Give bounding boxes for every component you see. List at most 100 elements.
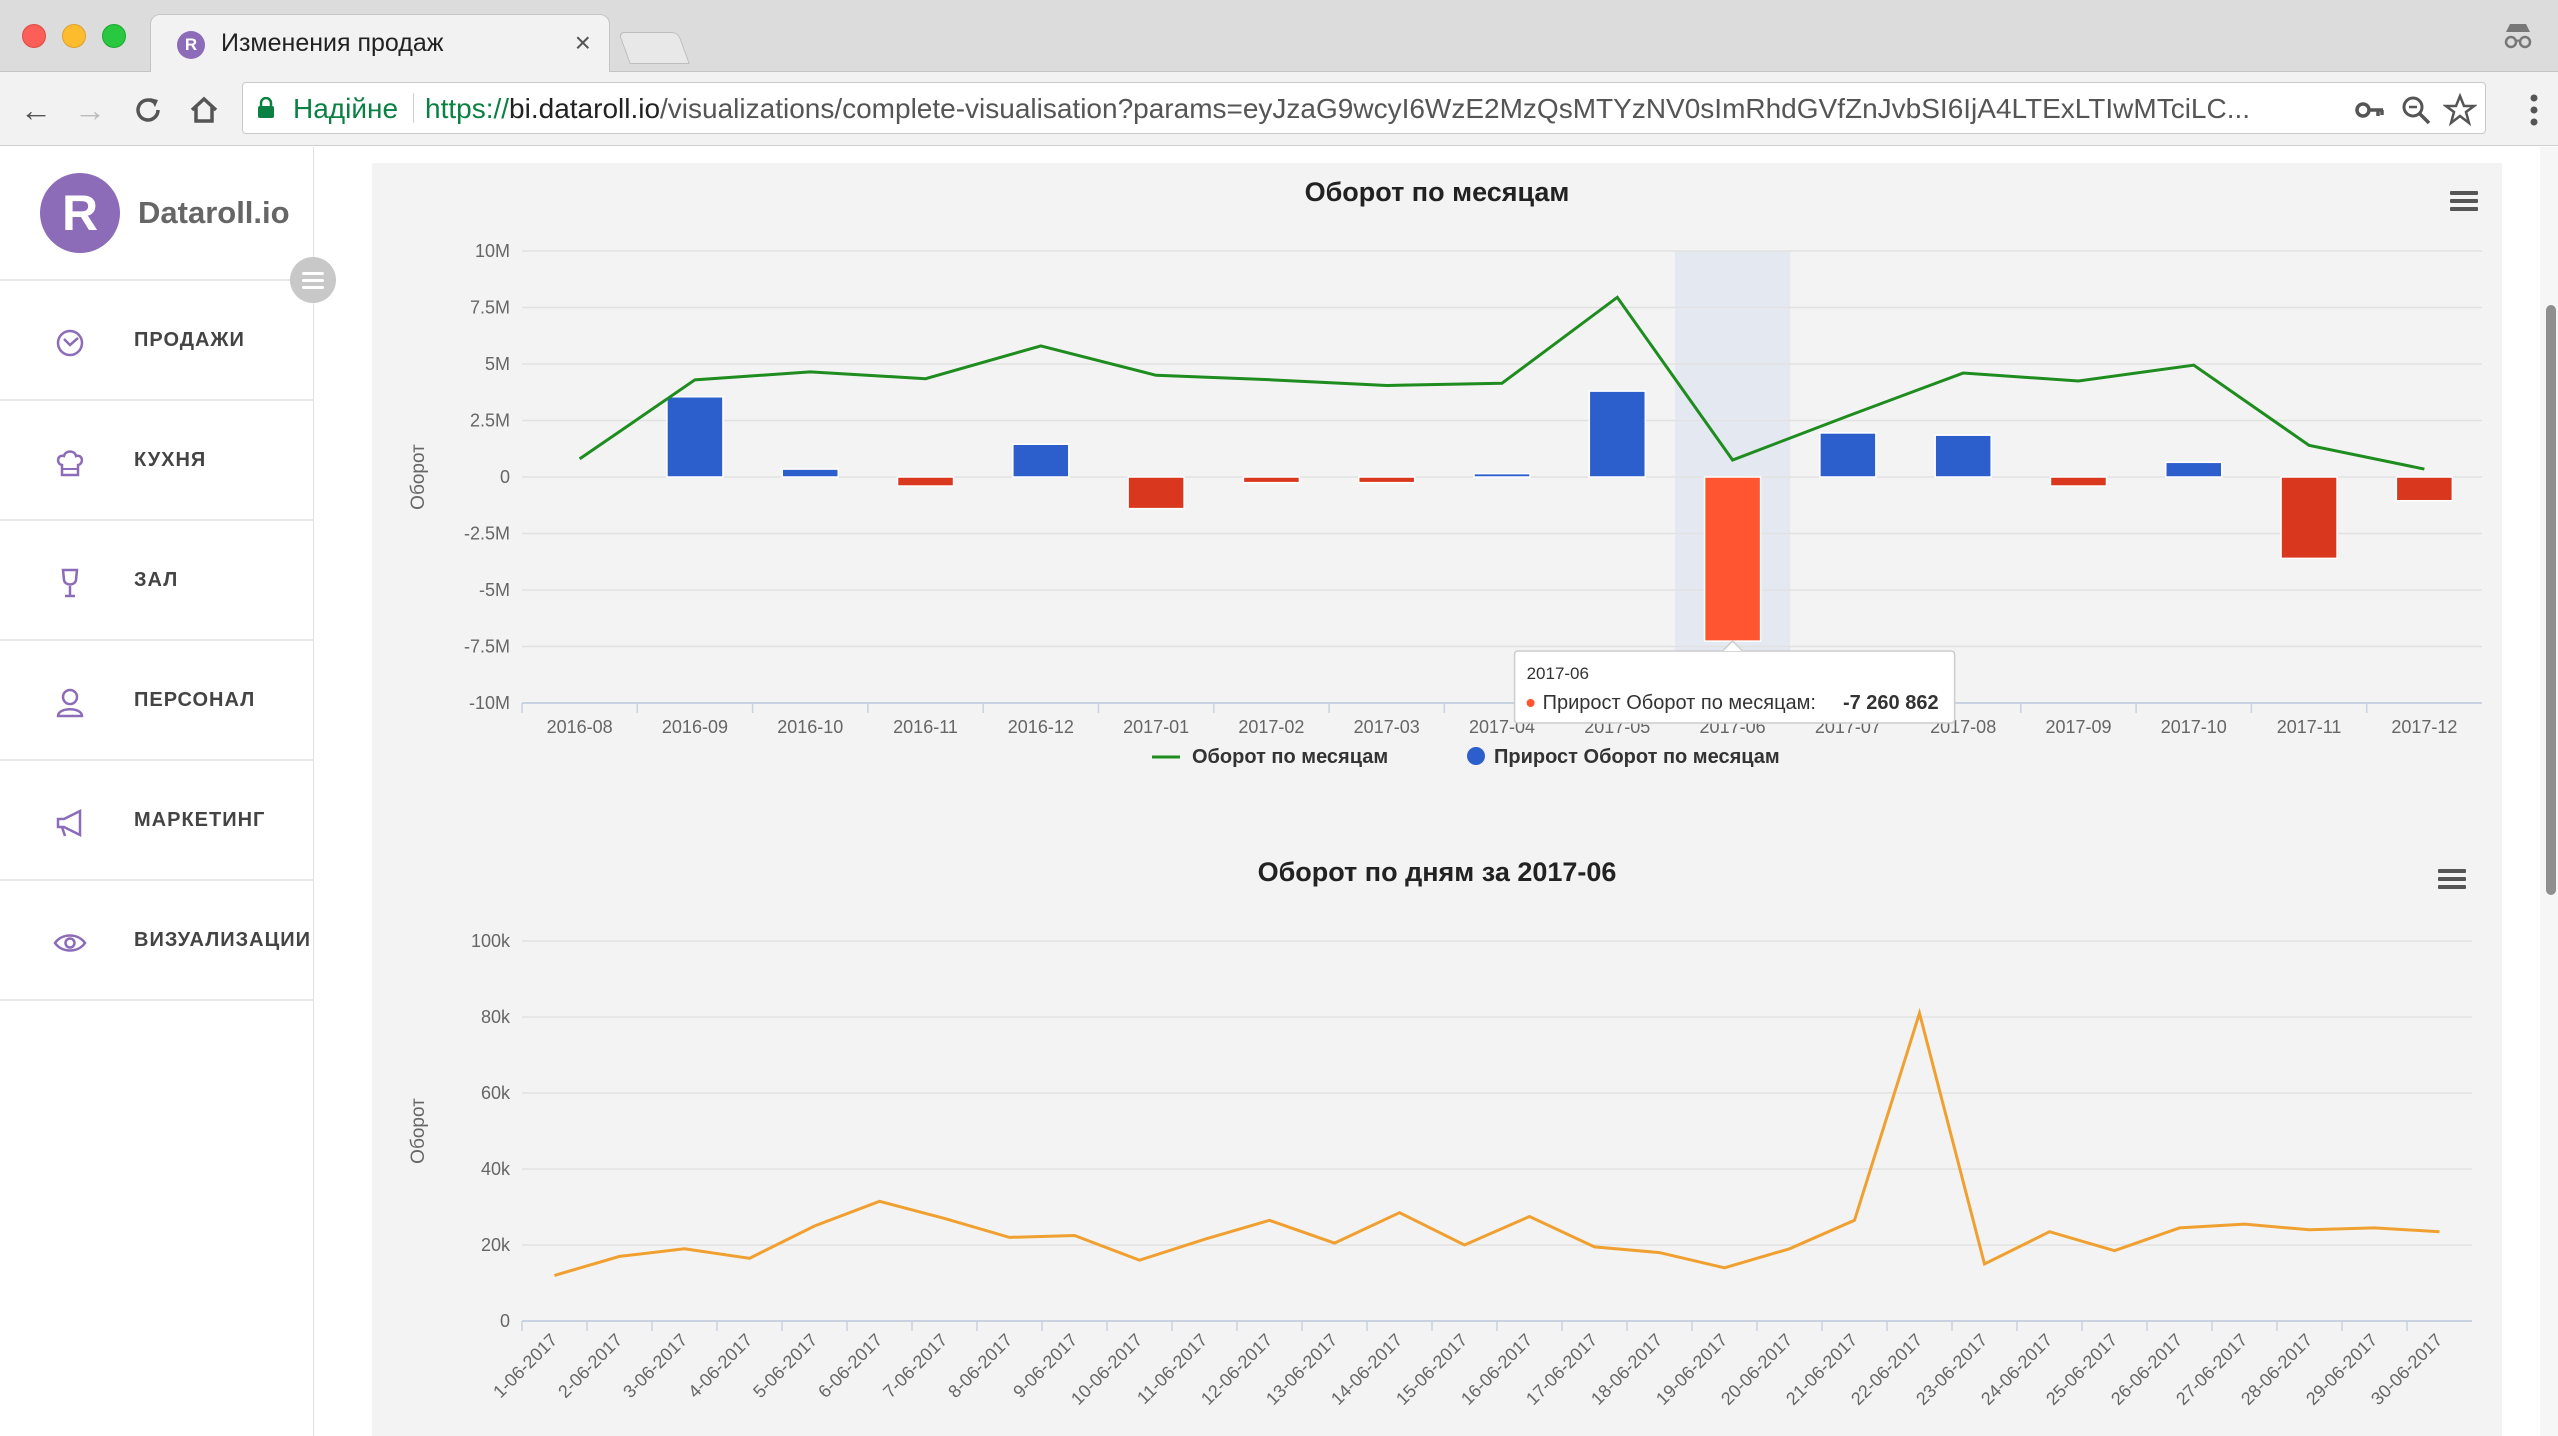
y-tick-label: 80k	[481, 1007, 511, 1027]
y-tick-label: 40k	[481, 1159, 511, 1179]
bar	[1588, 390, 1647, 478]
x-tick-label: 4-06-2017	[684, 1330, 756, 1402]
sidebar-divider	[0, 519, 314, 521]
y-tick-label: 0	[500, 467, 510, 487]
bar	[1127, 476, 1185, 510]
y-tick-label: -10M	[469, 693, 510, 713]
tab-close-icon[interactable]: ×	[574, 27, 591, 58]
tooltip-pointer	[1722, 639, 1744, 652]
x-tick-label: 7-06-2017	[879, 1330, 951, 1402]
url-scheme: https://	[425, 93, 510, 124]
bar	[666, 396, 724, 478]
bar	[2049, 476, 2108, 487]
url-host: bi.dataroll.io	[509, 93, 661, 124]
incognito-icon	[2504, 24, 2532, 49]
chart-title: Оборот по месяцам	[1304, 177, 1570, 207]
x-tick-label: 1-06-2017	[489, 1330, 561, 1402]
page-scrollbar-thumb[interactable]	[2546, 305, 2556, 895]
y-tick-label: 100k	[471, 931, 511, 951]
clock-icon	[56, 329, 84, 357]
sidebar-item-marketing[interactable]: МАРКЕТИНГ	[0, 761, 314, 879]
x-tick-label: 8-06-2017	[944, 1330, 1016, 1402]
favicon-icon: R	[177, 31, 205, 59]
key-icon[interactable]	[2353, 93, 2387, 127]
bar	[1473, 472, 1531, 478]
sidebar-item-label: ПРОДАЖИ	[134, 329, 245, 351]
forward-arrow-icon[interactable]: →	[74, 92, 106, 128]
reload-icon[interactable]	[128, 90, 168, 130]
zoom-icon[interactable]	[2399, 93, 2433, 127]
chart-menu-icon[interactable]	[2438, 869, 2470, 895]
sidebar-divider	[0, 639, 314, 641]
sidebar-item-label: ВИЗУАЛИЗАЦИИ	[134, 929, 311, 951]
sidebar-item-staff[interactable]: ПЕРСОНАЛ	[0, 641, 314, 759]
y-axis-label: Оборот	[408, 444, 429, 510]
sidebar-divider	[0, 879, 314, 881]
daily-turnover-chart-panel: Оборот по дням за 2017-06 100k 80k 60k 40k 2…	[372, 843, 2502, 1436]
sidebar-divider	[0, 279, 314, 281]
sidebar: R Dataroll.io ПРОДАЖИ КУХНЯ ЗАЛ ПЕРСО	[0, 147, 336, 1436]
y-tick-label: -2.5M	[464, 524, 510, 544]
omnibox-separator	[413, 93, 414, 123]
home-icon[interactable]	[184, 90, 224, 130]
series-line	[554, 1007, 2440, 1277]
browser-menu-icon[interactable]	[2524, 90, 2544, 130]
sidebar-collapse-button[interactable]	[290, 257, 336, 303]
sidebar-item-label: МАРКЕТИНГ	[134, 809, 266, 831]
x-tick-label: 2017-01	[1123, 717, 1189, 737]
bar	[1357, 476, 1416, 484]
eye-icon	[53, 934, 87, 952]
security-label: Надійне	[293, 93, 399, 124]
x-tick-label: 2017-11	[2277, 717, 2342, 737]
x-tick-label: 2016-08	[547, 717, 613, 737]
minimize-window-button[interactable]	[62, 24, 86, 48]
sidebar-item-visualizations[interactable]: ВИЗУАЛИЗАЦИИ	[0, 881, 314, 999]
logo-text[interactable]: Dataroll.io	[138, 195, 290, 230]
chef-hat-icon	[56, 450, 84, 477]
main-content: Оборот по месяцам 10M 7.5M 5M 2.5M 0 -2.5M -5M…	[314, 147, 2558, 1436]
sidebar-divider	[0, 399, 314, 401]
address-bar[interactable]: Надійне https://bi.dataroll.io/visualiza…	[242, 82, 2486, 134]
chart-title: Оборот по дням за 2017-06	[1257, 857, 1617, 887]
x-tick-label: 2016-11	[893, 717, 958, 737]
lock-icon	[258, 97, 274, 118]
legend-item-growth: Прирост Оборот по месяцам	[1494, 746, 1780, 768]
maximize-window-button[interactable]	[102, 24, 126, 48]
y-axis-label: Оборот	[408, 1098, 429, 1164]
new-tab-button[interactable]	[618, 32, 690, 64]
bar	[1242, 476, 1301, 484]
sidebar-divider	[0, 759, 314, 761]
tooltip-value: -7 260 862	[1843, 692, 1939, 714]
bar	[1934, 434, 1992, 478]
sidebar-divider	[0, 999, 314, 1001]
back-arrow-icon[interactable]: ←	[20, 92, 52, 128]
sidebar-item-hall[interactable]: ЗАЛ	[0, 521, 314, 639]
sidebar-item-sales[interactable]: ПРОДАЖИ	[0, 281, 314, 399]
legend-item-turnover: Оборот по месяцам	[1192, 746, 1388, 768]
x-tick-label: 6-06-2017	[814, 1330, 886, 1402]
monthly-turnover-chart: 10M 7.5M 5M 2.5M 0 -2.5M -5M -7.5M -10M Оборот 201…	[408, 241, 2482, 768]
bar	[2395, 476, 2454, 502]
x-tick-label: 5-06-2017	[749, 1330, 821, 1402]
sidebar-item-label: ЗАЛ	[134, 569, 179, 591]
bar	[896, 476, 955, 487]
close-window-button[interactable]	[22, 24, 46, 48]
chart-menu-icon[interactable]	[2450, 191, 2482, 217]
monthly-turnover-chart-panel: Оборот по месяцам 10M 7.5M 5M 2.5M 0 -2.5M -5M…	[372, 163, 2502, 953]
x-tick-label: 2-06-2017	[554, 1330, 626, 1402]
sidebar-item-kitchen[interactable]: КУХНЯ	[0, 401, 314, 519]
legend-bar-marker	[1467, 747, 1485, 765]
browser-tab-active[interactable]: R Изменения продаж ×	[150, 14, 610, 72]
x-tick-label: 2017-10	[2161, 717, 2227, 737]
x-tick-label: 2016-10	[777, 717, 843, 737]
y-tick-label: 60k	[481, 1083, 511, 1103]
logo-icon[interactable]: R	[40, 173, 120, 253]
sidebar-item-label: ПЕРСОНАЛ	[134, 689, 256, 711]
megaphone-icon	[56, 808, 82, 838]
bookmark-star-icon[interactable]	[2443, 93, 2477, 127]
wine-glass-icon	[61, 568, 79, 598]
tooltip-header: 2017-06	[1527, 664, 1589, 683]
y-tick-label: 0	[500, 1311, 510, 1331]
bar	[1819, 432, 1877, 478]
x-tick-label: 2017-03	[1354, 717, 1420, 737]
